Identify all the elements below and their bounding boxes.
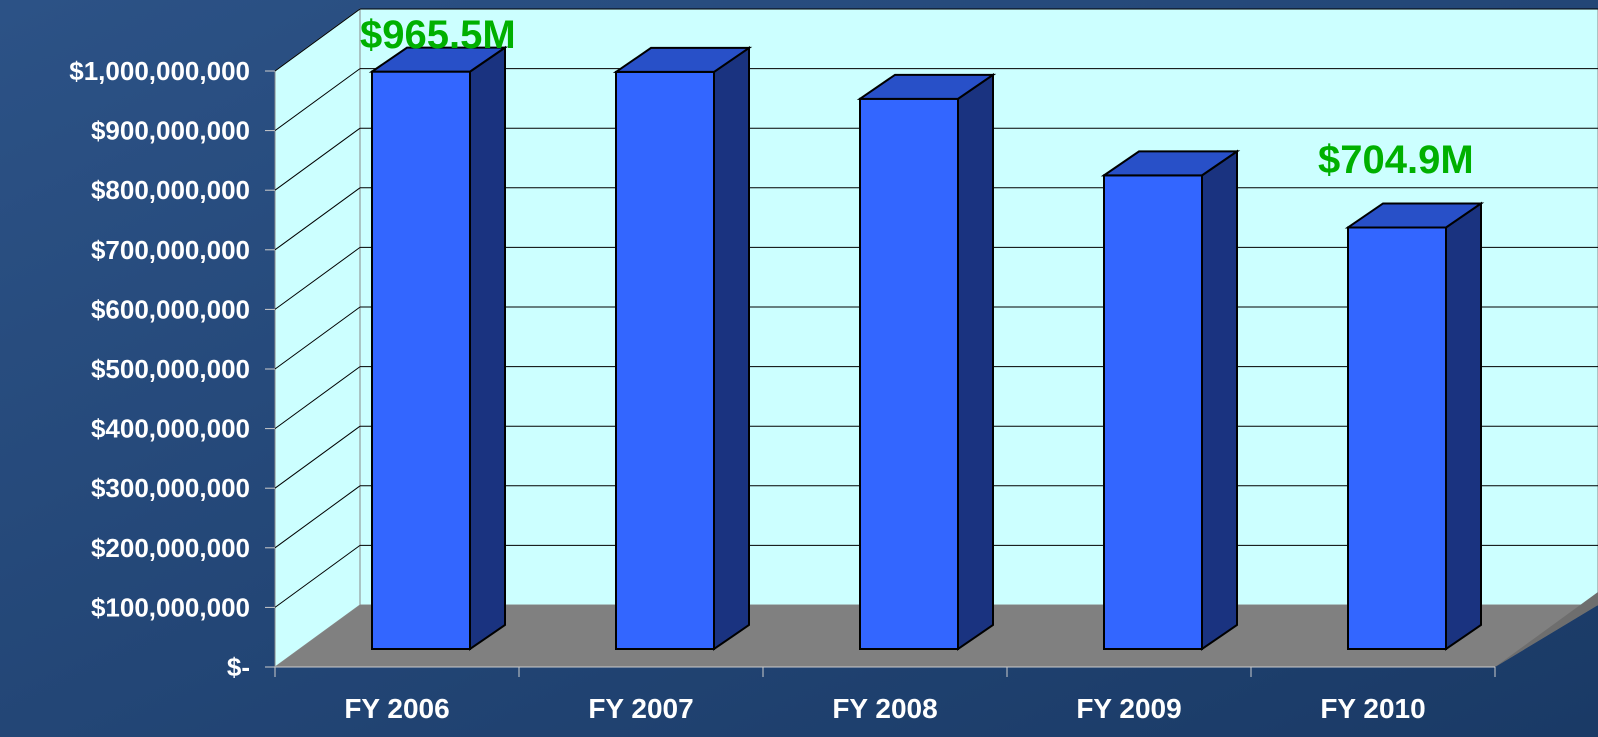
y-tick-label: $500,000,000: [91, 354, 250, 384]
grid-line: [274, 485, 361, 549]
bar: [615, 70, 715, 651]
floor-edge: [1495, 592, 1598, 667]
grid-line: [274, 127, 361, 191]
y-tick-label: $700,000,000: [91, 235, 250, 265]
bar-top: [1344, 202, 1485, 229]
x-tick-label: FY 2008: [832, 693, 937, 724]
bar-side: [957, 72, 994, 651]
bar-side: [1201, 149, 1238, 651]
bar-side: [469, 45, 506, 651]
y-tick-label: $1,000,000,000: [69, 56, 250, 86]
y-tick-label: $300,000,000: [91, 473, 250, 503]
x-tick-label: FY 2010: [1320, 693, 1425, 724]
bar-top: [612, 46, 753, 73]
grid-line: [274, 425, 361, 489]
grid-line: [274, 8, 361, 72]
value-label: $704.9M: [1318, 138, 1474, 182]
x-tick-label: FY 2007: [588, 693, 693, 724]
value-label: $965.5M: [360, 13, 516, 57]
bar-side: [713, 46, 750, 651]
grid-line: [274, 366, 361, 430]
y-tick-label: $900,000,000: [91, 116, 250, 146]
bar-top: [1100, 150, 1241, 177]
y-tick-label: $400,000,000: [91, 414, 250, 444]
bar-top: [368, 46, 509, 73]
bar: [1347, 226, 1447, 651]
bar: [1103, 174, 1203, 650]
x-tick-label: FY 2009: [1076, 693, 1181, 724]
y-tick-label: $200,000,000: [91, 533, 250, 563]
grid-line: [274, 68, 361, 132]
bar-side: [1445, 201, 1482, 651]
bar-top: [856, 73, 997, 100]
y-tick-label: $-: [227, 652, 250, 682]
grid-line: [274, 544, 361, 608]
grid-line: [274, 306, 361, 370]
bar: [859, 97, 959, 650]
bar: [371, 70, 471, 651]
x-tick-label: FY 2006: [344, 693, 449, 724]
grid-line: [274, 246, 361, 310]
y-tick-label: $100,000,000: [91, 592, 250, 622]
grid-line: [274, 187, 361, 251]
y-tick-label: $600,000,000: [91, 294, 250, 324]
y-tick-label: $800,000,000: [91, 175, 250, 205]
